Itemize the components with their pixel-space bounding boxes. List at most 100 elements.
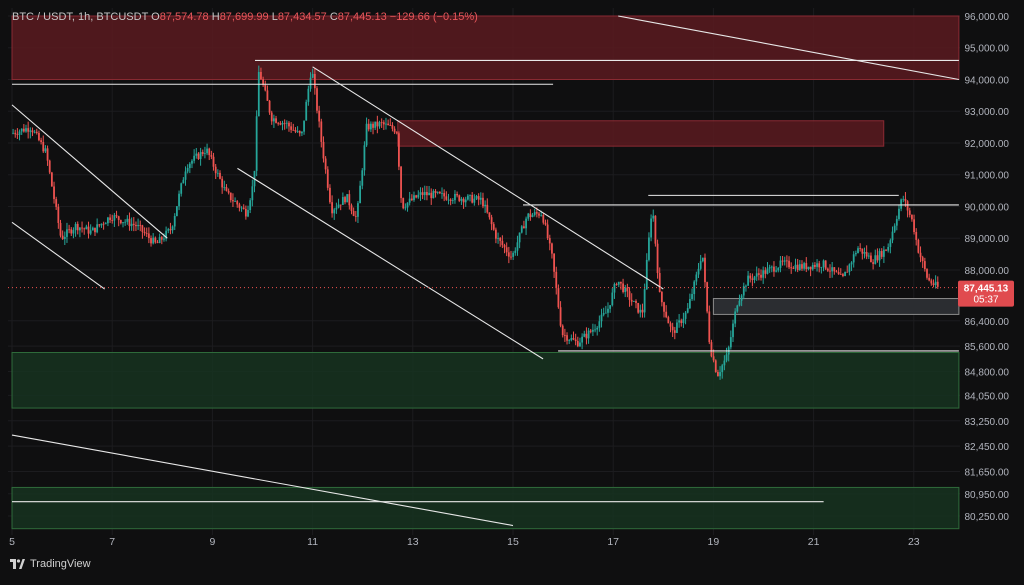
candle-body xyxy=(697,268,700,275)
candle-body xyxy=(581,336,584,343)
time-tick-label: 21 xyxy=(808,536,820,548)
candle-body xyxy=(464,199,467,203)
candle-body xyxy=(686,308,689,313)
candle-body xyxy=(374,121,377,128)
close-value: 87,445.13 xyxy=(337,11,387,23)
candle-body xyxy=(55,199,58,207)
candle-body xyxy=(878,251,881,261)
candle-body xyxy=(430,192,433,199)
tradingview-brand[interactable]: TradingView xyxy=(10,558,91,570)
candle-body xyxy=(729,337,732,348)
candle-body xyxy=(604,312,607,314)
candle-body xyxy=(195,153,198,156)
candle-body xyxy=(91,227,94,231)
candle-body xyxy=(630,299,633,302)
candle-body xyxy=(229,192,232,201)
candle-body xyxy=(191,160,193,164)
candle-body xyxy=(663,302,665,312)
candle-body xyxy=(926,269,928,278)
candle-body xyxy=(540,215,543,216)
candle-body xyxy=(115,215,118,217)
candle-body xyxy=(563,335,566,336)
trendline xyxy=(11,104,168,239)
price-tick-label: 85,600.00 xyxy=(965,342,1010,353)
last-price-label: 87,445.13 xyxy=(964,284,1009,295)
candle-body xyxy=(283,122,286,124)
candle-body xyxy=(747,275,749,286)
candle-body xyxy=(826,268,829,271)
candle-body xyxy=(33,131,36,133)
candle-body xyxy=(208,148,211,156)
candle-body xyxy=(861,248,864,254)
candle-body xyxy=(152,237,155,244)
candle-body xyxy=(391,125,394,129)
candle-body xyxy=(923,261,926,270)
candle-body xyxy=(126,218,129,222)
candle-body xyxy=(766,268,769,274)
candle-body xyxy=(725,354,728,361)
candle-body xyxy=(382,122,385,125)
candle-body xyxy=(402,198,405,209)
candles xyxy=(12,65,939,380)
candle-body xyxy=(255,116,258,171)
candle-body xyxy=(59,222,62,236)
price-tick-label: 93,000.00 xyxy=(965,107,1010,118)
candle-body xyxy=(428,192,430,196)
candle-body xyxy=(232,200,234,202)
candle-body xyxy=(514,250,517,253)
trendline xyxy=(237,167,544,360)
time-tick-label: 7 xyxy=(109,536,115,548)
candle-body xyxy=(458,195,461,201)
candle-body xyxy=(803,263,806,269)
candle-body xyxy=(880,251,883,257)
candle-body xyxy=(788,260,790,268)
candle-body xyxy=(518,232,521,243)
price-tick-label: 92,000.00 xyxy=(965,139,1010,150)
candle-body xyxy=(111,220,114,221)
candle-body xyxy=(331,202,333,214)
candle-body xyxy=(479,197,482,200)
candle-body xyxy=(667,317,670,324)
candle-body xyxy=(837,272,840,275)
candle-body xyxy=(609,305,612,309)
price-tick-label: 96,000.00 xyxy=(965,12,1010,23)
time-tick-label: 23 xyxy=(908,536,920,548)
candle-body xyxy=(169,229,172,231)
candle-body xyxy=(919,252,922,258)
candle-body xyxy=(542,215,545,223)
candle-body xyxy=(622,283,624,293)
candle-body xyxy=(70,229,73,234)
time-tick-label: 17 xyxy=(607,536,619,548)
candle-body xyxy=(768,267,771,269)
candle-body xyxy=(717,371,719,377)
candle-body xyxy=(178,193,180,207)
candle-body xyxy=(72,230,75,234)
candle-body xyxy=(313,73,316,89)
candle-body xyxy=(615,284,618,285)
candle-body xyxy=(757,273,760,275)
candle-body xyxy=(469,194,471,196)
candle-body xyxy=(451,200,454,201)
candle-body xyxy=(107,217,109,224)
candle-body xyxy=(531,214,534,218)
candle-body xyxy=(790,267,793,269)
candle-body xyxy=(723,360,726,366)
high-value: 87,699.99 xyxy=(219,11,269,23)
candle-body xyxy=(135,224,137,227)
candle-body xyxy=(857,248,859,254)
candle-body xyxy=(167,229,170,231)
candle-body xyxy=(122,222,124,224)
candle-body xyxy=(794,264,797,269)
candle-body xyxy=(596,327,599,330)
high-label: H xyxy=(211,11,220,23)
candle-body xyxy=(236,201,239,205)
time-axis[interactable]: 5 7 9 11 13 15 17 19 21 23 xyxy=(9,536,920,548)
candle-body xyxy=(244,208,247,217)
price-axis[interactable]: 80,250.00 80,950.00 81,650.00 82,450.00 83,2… xyxy=(958,12,1014,523)
candle-body xyxy=(535,212,538,214)
candle-body xyxy=(266,90,269,101)
candle-body xyxy=(12,132,14,134)
candle-body xyxy=(863,252,866,254)
